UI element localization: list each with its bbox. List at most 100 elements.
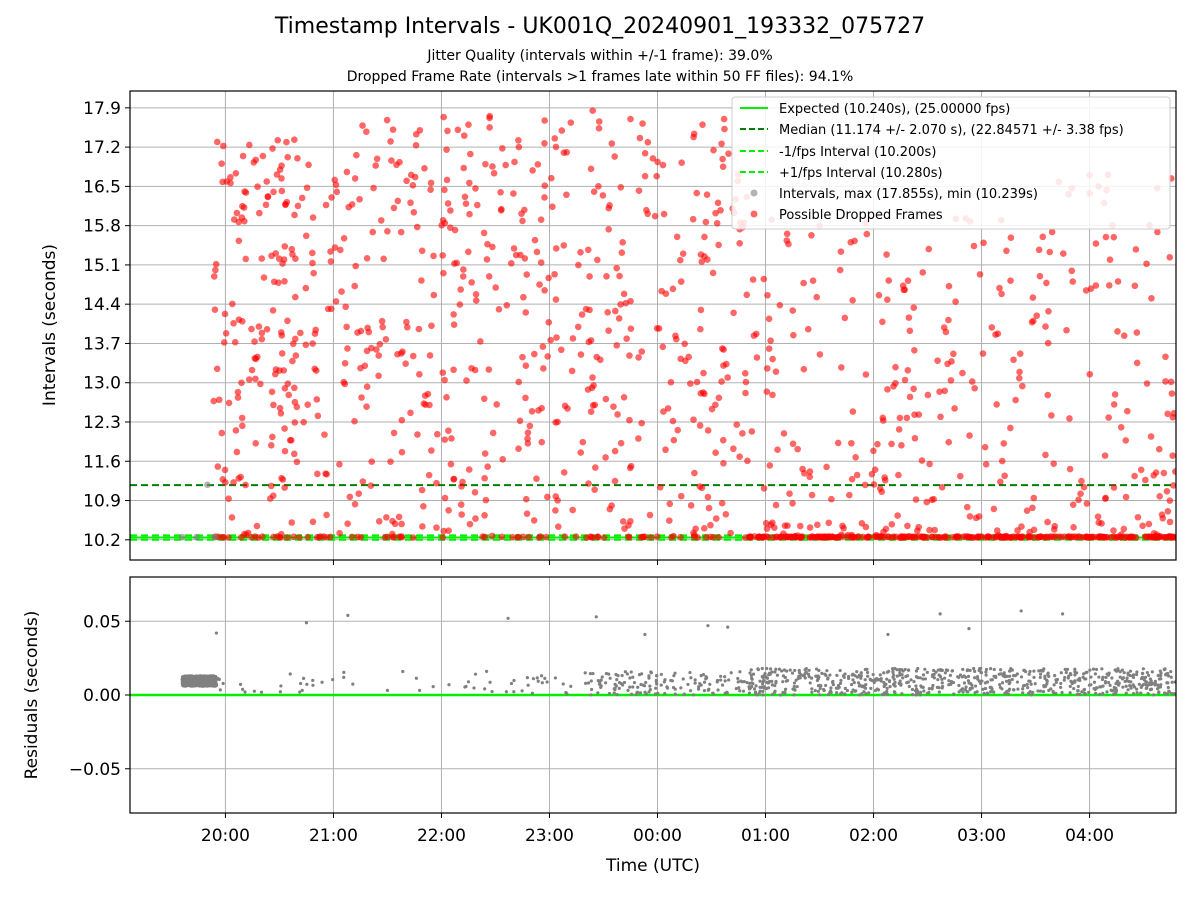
residual-point bbox=[185, 683, 189, 687]
residual-point bbox=[815, 678, 819, 683]
dropped-frame-point bbox=[445, 507, 452, 514]
dropped-frame-point bbox=[1071, 533, 1079, 540]
dropped-frame-point bbox=[692, 525, 699, 533]
residual-point bbox=[1170, 680, 1174, 684]
dropped-frame-point bbox=[701, 233, 708, 241]
dropped-frame-point bbox=[679, 250, 687, 257]
residual-point bbox=[1007, 682, 1011, 686]
dropped-frame-point bbox=[861, 481, 869, 489]
dropped-frame-point bbox=[212, 266, 219, 274]
dropped-frame-point bbox=[712, 515, 720, 522]
dropped-frame-point bbox=[700, 369, 707, 377]
residual-point bbox=[758, 679, 762, 683]
dropped-frame-point bbox=[399, 348, 406, 356]
dropped-frame-point bbox=[1087, 285, 1095, 293]
residual-point bbox=[615, 693, 619, 697]
dropped-frame-point bbox=[923, 498, 931, 506]
dropped-frame-point bbox=[959, 369, 966, 377]
dropped-frame-point bbox=[980, 239, 987, 247]
dropped-frame-point bbox=[294, 155, 301, 162]
dropped-frame-point bbox=[419, 523, 426, 530]
residual-point bbox=[1163, 667, 1167, 671]
top-y-tick-label: 14.4 bbox=[83, 295, 121, 315]
dropped-frame-point bbox=[251, 338, 258, 345]
residual-point bbox=[673, 671, 677, 675]
residual-point bbox=[768, 667, 773, 671]
residual-point bbox=[342, 670, 346, 675]
dropped-frame-point bbox=[309, 249, 316, 257]
residual-point bbox=[682, 692, 686, 697]
dropped-frame-point bbox=[890, 382, 897, 390]
residual-point bbox=[761, 676, 765, 680]
dropped-frame-point bbox=[806, 533, 813, 541]
dropped-frame-point bbox=[258, 335, 266, 343]
dropped-frame-point bbox=[747, 533, 755, 540]
dropped-frame-point bbox=[840, 524, 847, 532]
residual-point bbox=[1114, 686, 1118, 690]
dropped-frame-point bbox=[1156, 493, 1163, 500]
residual-point bbox=[756, 667, 760, 672]
dropped-frame-point bbox=[777, 533, 784, 541]
dropped-frame-point bbox=[264, 193, 272, 200]
residual-point bbox=[914, 693, 919, 697]
dropped-frame-point bbox=[516, 417, 524, 425]
dropped-frame-point bbox=[918, 457, 926, 464]
residual-point bbox=[781, 690, 785, 695]
dropped-frame-point bbox=[237, 533, 245, 541]
dropped-frame-point bbox=[370, 184, 377, 192]
dropped-frame-point bbox=[947, 377, 955, 384]
dropped-frame-point bbox=[486, 124, 493, 131]
residual-point bbox=[596, 691, 600, 695]
residual-point bbox=[693, 681, 697, 685]
dropped-frame-point bbox=[1166, 518, 1174, 526]
residual-point bbox=[930, 686, 934, 690]
top-y-tick-label: 16.5 bbox=[83, 177, 121, 197]
residual-point bbox=[279, 684, 283, 688]
dropped-frame-point bbox=[499, 145, 506, 152]
dropped-frame-point bbox=[283, 138, 290, 146]
dropped-frame-point bbox=[848, 439, 855, 447]
dropped-frame-point bbox=[660, 408, 667, 415]
dropped-frame-point bbox=[1158, 511, 1166, 519]
dropped-frame-point bbox=[322, 201, 330, 209]
residual-point bbox=[1073, 667, 1077, 671]
bottom-y-axis-label: Residuals (seconds) bbox=[22, 611, 42, 780]
dropped-frame-point bbox=[682, 357, 689, 365]
dropped-frame-point bbox=[687, 380, 694, 387]
residual-point bbox=[1098, 692, 1102, 696]
dropped-frame-point bbox=[314, 412, 322, 420]
dropped-frame-point bbox=[312, 367, 320, 374]
residual-point bbox=[947, 679, 951, 683]
dropped-frame-point bbox=[1025, 533, 1033, 541]
dropped-frame-point bbox=[443, 176, 451, 184]
dropped-frame-point bbox=[210, 273, 218, 280]
residual-point bbox=[725, 691, 729, 695]
residual-point bbox=[914, 669, 919, 673]
dropped-frame-point bbox=[937, 413, 944, 421]
dropped-frame-point bbox=[533, 248, 541, 256]
residual-point bbox=[750, 684, 754, 689]
residual-point bbox=[853, 674, 857, 678]
dropped-frame-point bbox=[1030, 494, 1038, 502]
dropped-frame-point bbox=[278, 474, 285, 482]
dropped-frame-point bbox=[627, 517, 634, 525]
dropped-frame-point bbox=[621, 525, 628, 532]
dropped-frame-point bbox=[926, 526, 933, 534]
residual-point bbox=[940, 677, 944, 681]
residual-point bbox=[1009, 667, 1013, 671]
dropped-frame-point bbox=[673, 233, 681, 241]
residual-point bbox=[1059, 685, 1063, 689]
residual-point bbox=[181, 679, 185, 683]
dropped-frame-point bbox=[1152, 469, 1160, 476]
residual-point bbox=[654, 674, 659, 678]
residual-point bbox=[584, 681, 588, 685]
dropped-frame-point bbox=[270, 533, 277, 541]
dropped-frame-point bbox=[510, 245, 518, 252]
dropped-frame-point bbox=[447, 207, 454, 214]
dropped-frame-point bbox=[421, 164, 428, 172]
residual-point bbox=[781, 680, 785, 684]
dropped-frame-point bbox=[1101, 452, 1109, 459]
dropped-frame-point bbox=[323, 511, 330, 519]
dropped-frame-point bbox=[772, 501, 780, 509]
dropped-frame-point bbox=[234, 388, 242, 396]
